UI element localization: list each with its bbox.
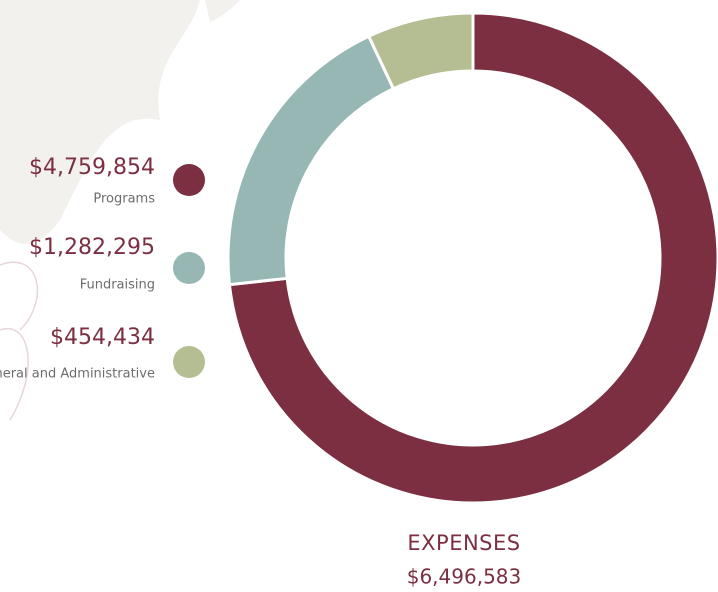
donut-segment [227,11,718,505]
legend-label: General and Administrative [0,367,155,382]
legend-swatch [173,252,205,284]
total-label: $6,496,583 [407,565,522,589]
background-curls [0,261,39,421]
legend-value: $4,759,854 [29,155,155,180]
donut [226,11,718,505]
legend-swatch [173,346,205,378]
donut-segment [226,34,396,287]
donut-segment [366,11,475,91]
legend-value: $454,434 [50,325,155,350]
chart-title: EXPENSES [407,531,520,555]
legend-label: Fundraising [80,278,155,293]
legend: $4,759,854 Programs $1,282,295 Fundraising $… [0,155,205,382]
background-ornament [0,0,240,244]
legend-label: Programs [93,192,155,207]
legend-swatch [173,164,205,196]
legend-value: $1,282,295 [29,235,155,260]
